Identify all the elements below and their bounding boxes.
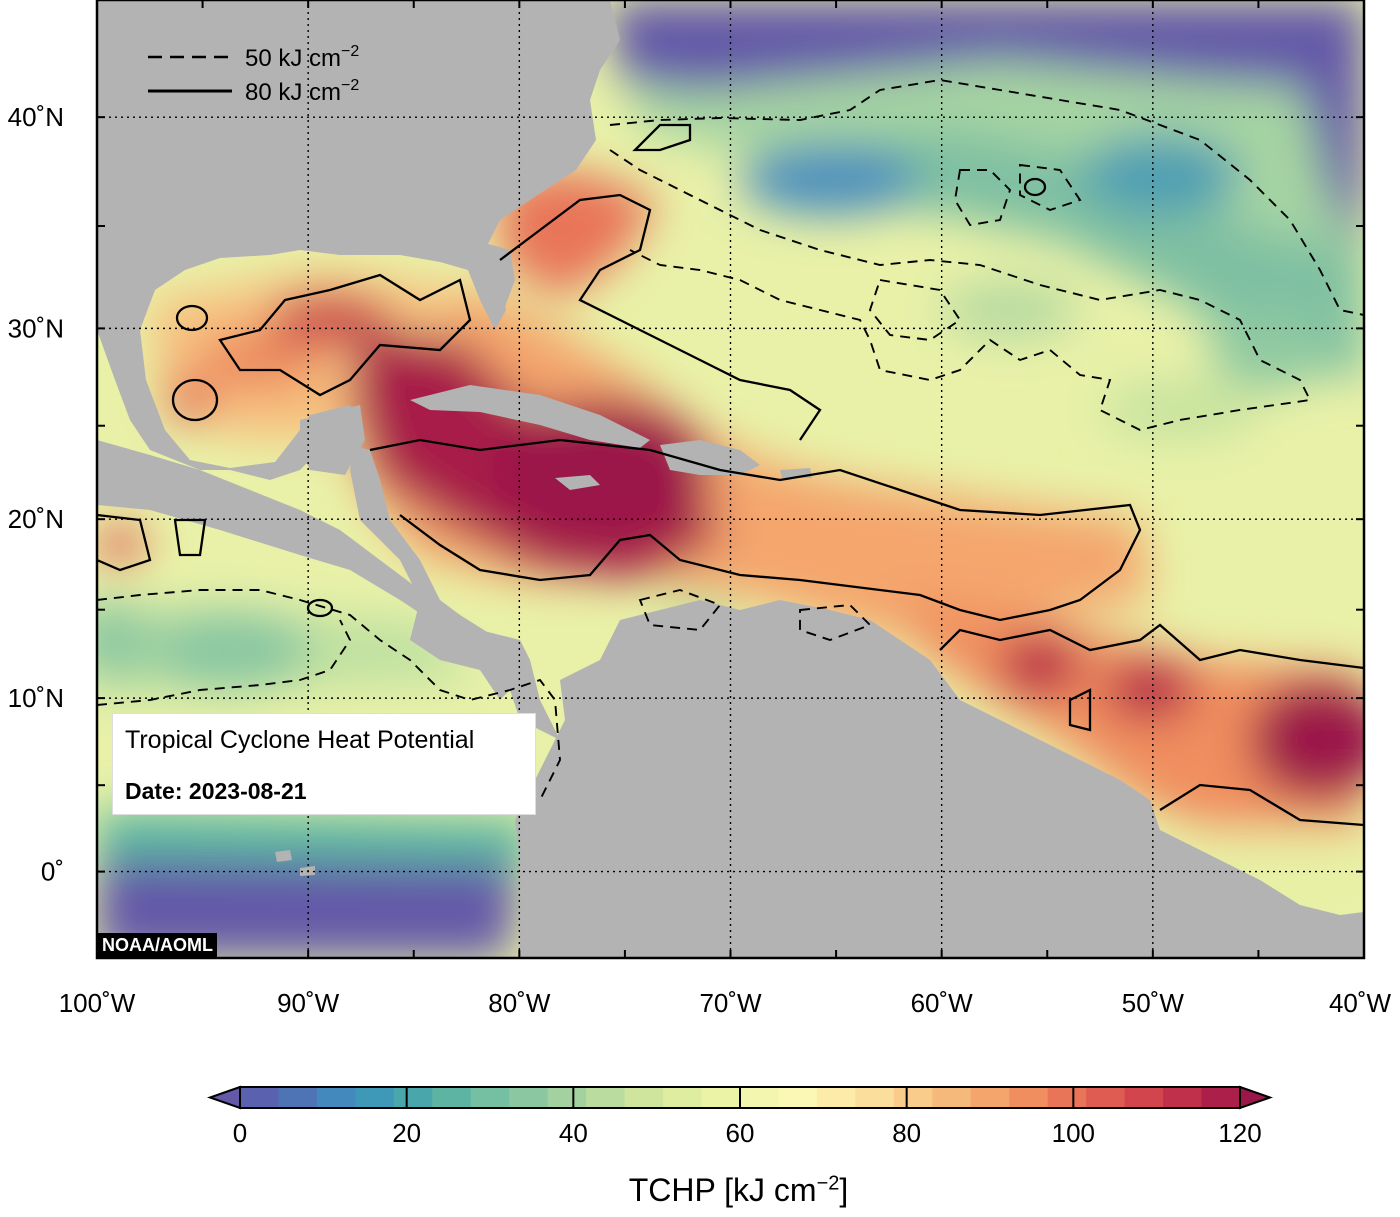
colorbar-bin <box>701 1087 741 1108</box>
colorbar-bin <box>586 1087 626 1108</box>
lon-label: 90˚W <box>277 988 340 1018</box>
colorbar-bin <box>1047 1087 1087 1108</box>
lat-label: 30˚N <box>8 313 64 343</box>
colorbar-title: TCHP [kJ cm−2] <box>628 1172 849 1208</box>
colorbar-bin <box>278 1087 318 1108</box>
colorbar-bin <box>509 1087 549 1108</box>
lat-label: 40˚N <box>8 102 64 132</box>
lon-label: 70˚W <box>699 988 762 1018</box>
colorbar-bin <box>547 1087 587 1108</box>
lat-label: 10˚N <box>8 683 64 713</box>
colorbar-tick-label: 80 <box>892 1118 921 1148</box>
lon-label: 60˚W <box>911 988 974 1018</box>
colorbar <box>206 1085 1274 1110</box>
colorbar-bin <box>1201 1087 1241 1108</box>
lon-label: 50˚W <box>1122 988 1185 1018</box>
lon-label: 100˚W <box>59 988 136 1018</box>
colorbar-under-triangle <box>206 1085 241 1110</box>
date-label: Date: 2023-08-21 <box>125 778 307 804</box>
contour-50 <box>97 79 1364 801</box>
colorbar-bin <box>970 1087 1010 1108</box>
contour-80 <box>97 123 1364 827</box>
colorbar-bin <box>778 1087 818 1108</box>
colorbar-tick-label: 120 <box>1218 1118 1261 1148</box>
axis-ticks <box>96 0 1365 959</box>
colorbar-tick-label: 100 <box>1052 1118 1095 1148</box>
legend-solid-label: 80 kJ cm−2 <box>245 77 359 106</box>
credit-label: NOAA/AOML <box>98 933 217 957</box>
colorbar-bin <box>1163 1087 1203 1108</box>
colorbar-bin <box>932 1087 972 1108</box>
colorbar-bin <box>355 1087 395 1108</box>
colorbar-bin <box>1009 1087 1049 1108</box>
colorbar-bin <box>393 1087 433 1108</box>
tchp-field <box>97 0 1364 958</box>
colorbar-tick-label: 20 <box>392 1118 421 1148</box>
lon-label: 40˚W <box>1329 988 1392 1018</box>
lat-label: 20˚N <box>8 504 64 534</box>
colorbar-bin <box>855 1087 895 1108</box>
info-box: Tropical Cyclone Heat Potential Date: 20… <box>112 713 536 815</box>
map-area <box>97 0 1364 958</box>
colorbar-bin <box>432 1087 472 1108</box>
figure-title: Tropical Cyclone Heat Potential <box>125 726 475 754</box>
legend-dashed-label: 50 kJ cm−2 <box>245 43 359 72</box>
colorbar-bin <box>470 1087 510 1108</box>
longitude-labels: 100˚W 90˚W 80˚W 70˚W 60˚W 50˚W 40˚W <box>59 988 1392 1018</box>
lat-label: 0˚ <box>41 857 64 887</box>
colorbar-tick-label: 60 <box>726 1118 755 1148</box>
colorbar-tick-label: 40 <box>559 1118 588 1148</box>
latitude-labels: 40˚N 30˚N 20˚N 10˚N 0˚ <box>8 102 64 886</box>
colorbar-bin <box>240 1087 280 1108</box>
colorbar-bin <box>893 1087 933 1108</box>
lon-label: 80˚W <box>488 988 551 1018</box>
colorbar-bin <box>740 1087 780 1108</box>
colorbar-bin <box>316 1087 356 1108</box>
colorbar-over-triangle <box>1239 1085 1274 1110</box>
colorbar-bin <box>663 1087 703 1108</box>
colorbar-bin <box>1124 1087 1164 1108</box>
colorbar-tick-label: 0 <box>233 1118 247 1148</box>
contour-legend: 50 kJ cm−2 80 kJ cm−2 <box>148 43 359 106</box>
colorbar-bin <box>624 1087 664 1108</box>
colorbar-bin <box>816 1087 856 1108</box>
colorbar-bin <box>1086 1087 1126 1108</box>
colorbar-tick-labels: 0 20 40 60 80 100 120 <box>233 1118 1262 1148</box>
